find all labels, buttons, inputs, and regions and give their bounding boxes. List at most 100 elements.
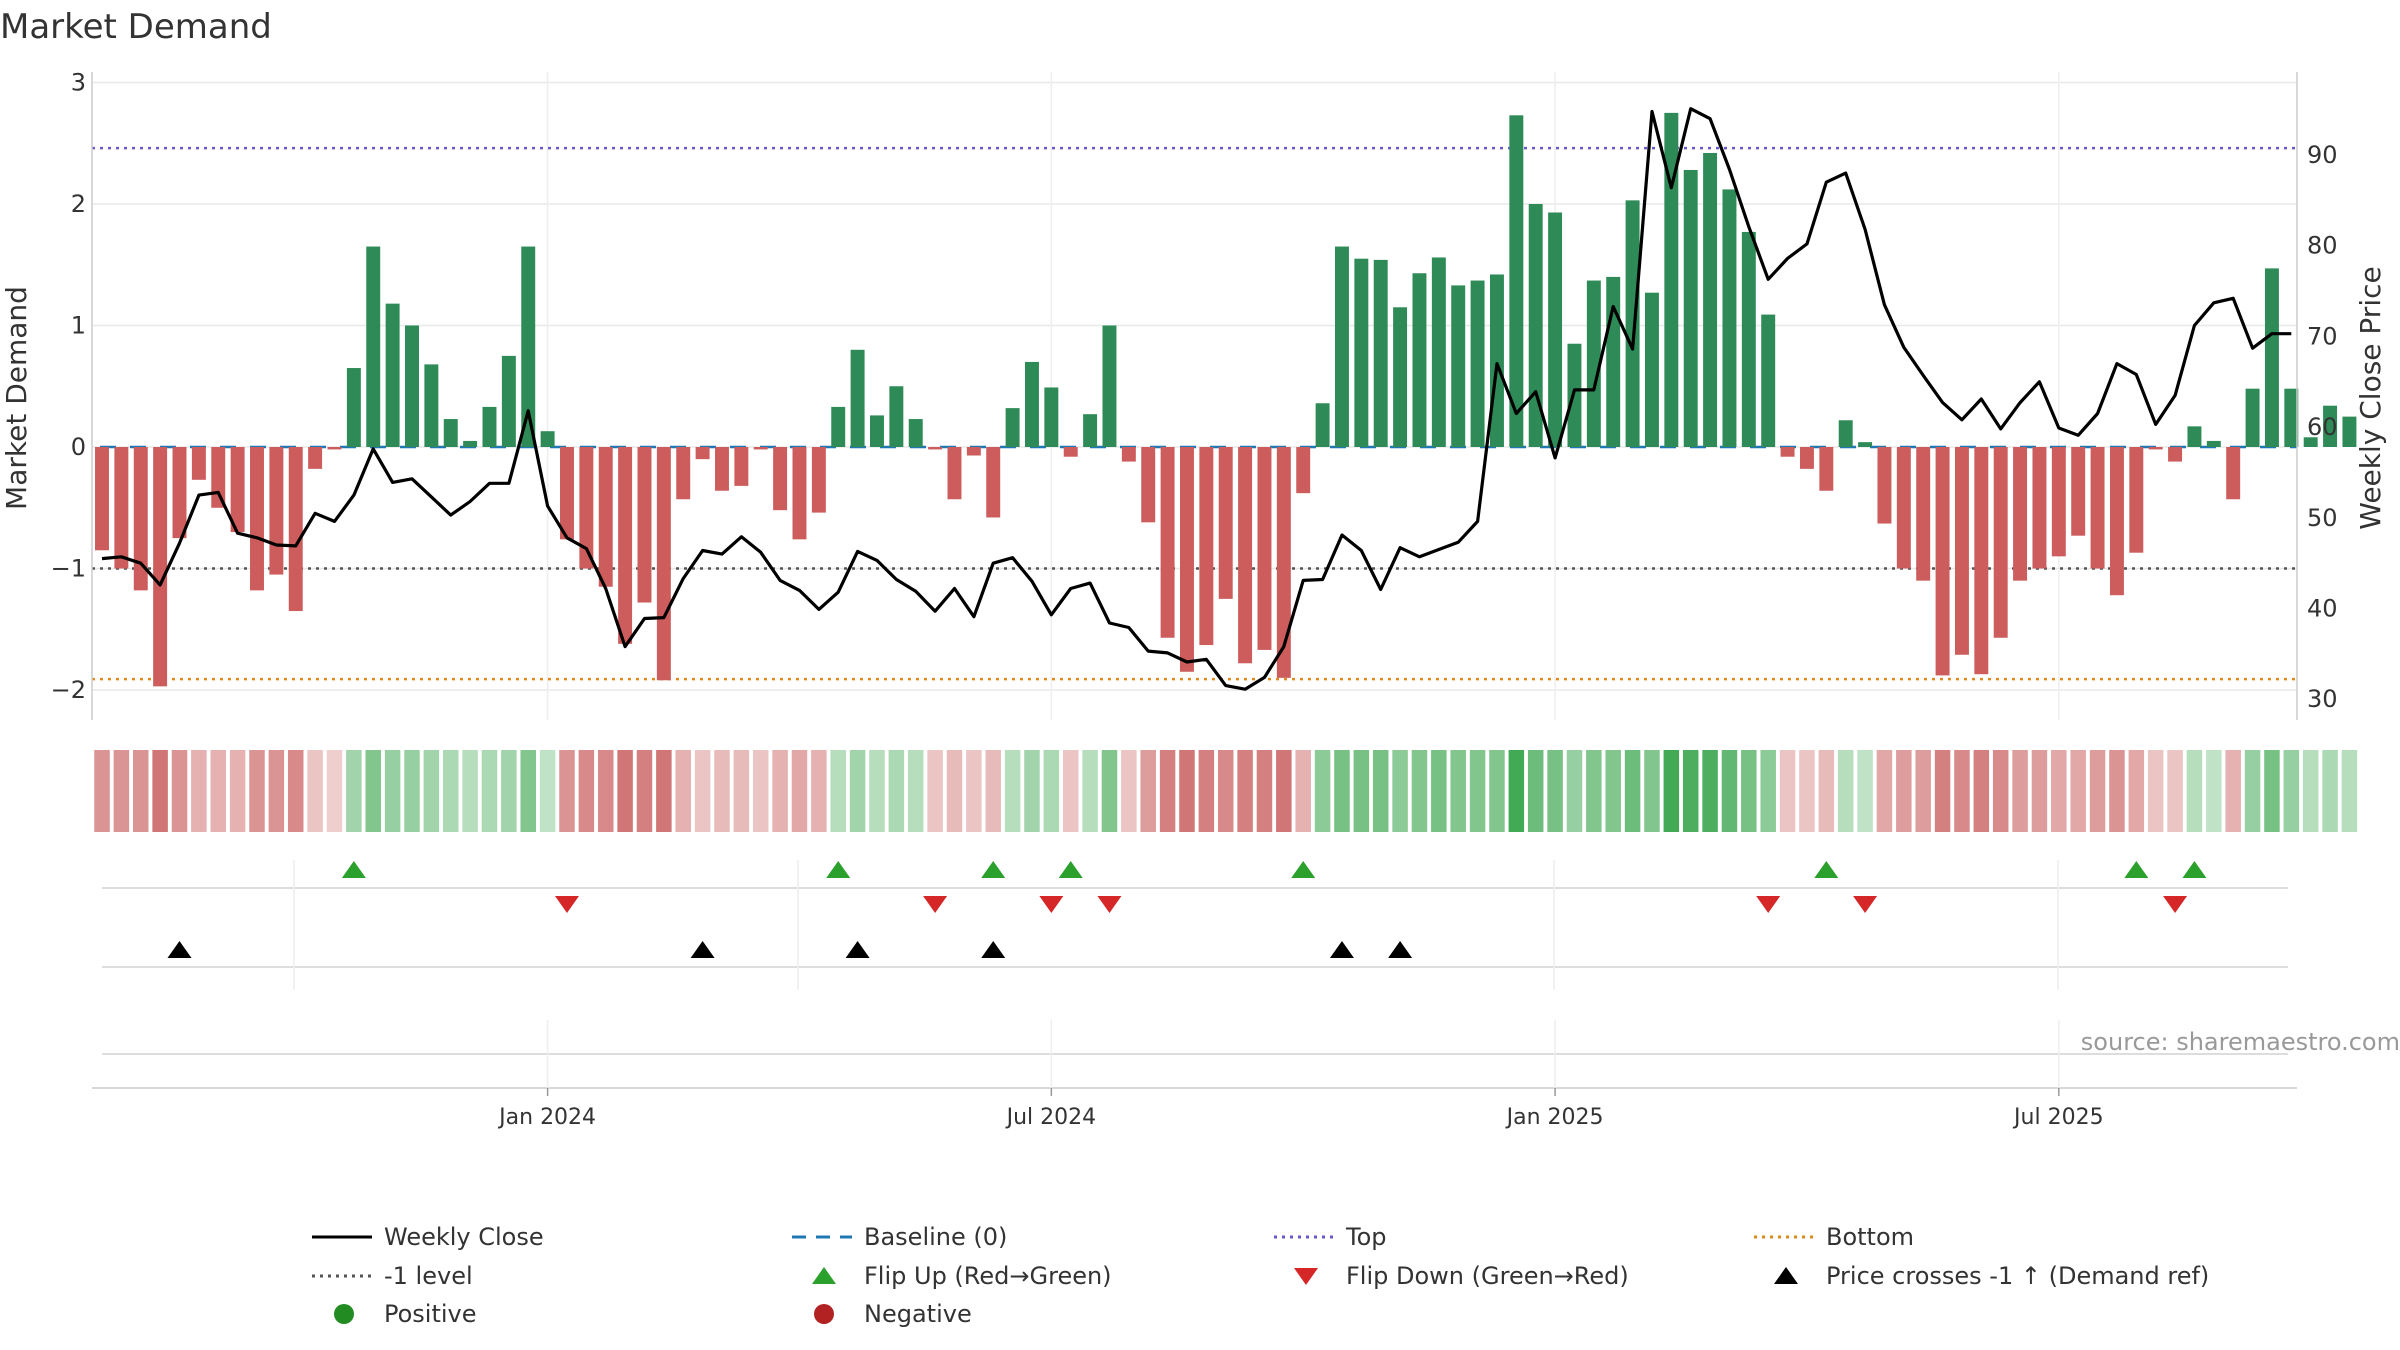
legend: Weekly Close Baseline (0) Top Bottom -1 leve… xyxy=(312,1223,2209,1328)
demand-bar xyxy=(327,447,342,450)
heat-cell xyxy=(2109,750,2125,832)
demand-bar xyxy=(1916,447,1931,581)
y2-tick-label: 60 xyxy=(2307,413,2338,441)
heat-strip xyxy=(94,750,2358,832)
demand-bar xyxy=(2148,447,2163,450)
flip-down-marker xyxy=(1756,896,1781,913)
demand-bar xyxy=(1276,447,1291,678)
heat-cell xyxy=(985,750,1001,832)
demand-bar xyxy=(153,447,168,687)
heat-cell xyxy=(113,750,130,832)
demand-bar xyxy=(2168,447,2183,462)
heat-cell xyxy=(1062,750,1079,832)
heat-cell xyxy=(1586,750,1602,832)
heat-cell xyxy=(1024,750,1040,832)
demand-bar xyxy=(540,431,555,447)
demand-bar xyxy=(1625,200,1640,447)
heat-cell xyxy=(2051,750,2067,832)
heat-cell xyxy=(1605,750,1621,832)
heat-cell xyxy=(1295,750,1311,832)
demand-bar xyxy=(966,447,981,456)
demand-bars xyxy=(95,112,2357,687)
heat-cell xyxy=(694,750,711,832)
heat-cell xyxy=(1566,750,1583,832)
heat-cell xyxy=(462,750,478,832)
weekly-close-line xyxy=(101,107,2292,691)
legend-swatch xyxy=(814,1304,834,1324)
demand-bar xyxy=(1315,403,1330,447)
heat-cell xyxy=(1702,750,1718,832)
legend-item: Negative xyxy=(814,1300,972,1328)
heat-cell xyxy=(442,750,459,832)
flip-down-marker xyxy=(1039,896,1064,913)
heat-cell xyxy=(1431,750,1447,832)
demand-bar xyxy=(1141,447,1156,523)
legend-label: Bottom xyxy=(1826,1223,1914,1251)
heat-cell xyxy=(888,750,905,832)
heat-cell xyxy=(1179,750,1195,832)
heat-cell xyxy=(2225,750,2241,832)
heat-cell xyxy=(2244,750,2261,832)
demand-bar xyxy=(1838,420,1853,447)
heat-cell xyxy=(1450,750,1466,832)
heat-cell xyxy=(772,750,788,832)
demand-bar xyxy=(191,447,206,480)
heat-cell xyxy=(1896,750,1912,832)
flip-up-marker xyxy=(2124,861,2149,878)
y-tick-label: −2 xyxy=(51,676,86,704)
demand-bar xyxy=(1896,447,1911,569)
flip-up-marker xyxy=(341,861,366,878)
demand-bar xyxy=(1780,447,1795,457)
demand-bar xyxy=(1005,408,1020,447)
heat-cell xyxy=(1992,750,2009,832)
heat-cell xyxy=(1857,750,1873,832)
flip-up-marker xyxy=(1291,861,1316,878)
demand-bar xyxy=(715,447,729,491)
heat-cell xyxy=(733,750,750,832)
demand-bar xyxy=(2284,388,2299,447)
demand-bar xyxy=(1761,314,1776,447)
demand-bar xyxy=(1993,447,2008,638)
demand-bar xyxy=(908,419,923,447)
demand-bar xyxy=(1063,447,1078,457)
demand-bar xyxy=(2226,447,2241,500)
demand-bar xyxy=(695,447,710,460)
heat-cell xyxy=(2341,750,2358,832)
heat-cell xyxy=(2031,750,2048,832)
heat-cell xyxy=(830,750,846,832)
heat-cell xyxy=(171,750,188,832)
legend-item: -1 level xyxy=(312,1262,473,1290)
heat-cell xyxy=(1547,750,1563,832)
legend-swatch xyxy=(812,1267,836,1284)
demand-bar xyxy=(1683,169,1698,448)
demand-bar xyxy=(1954,447,1969,655)
demand-bar xyxy=(2032,447,2047,569)
heat-cell xyxy=(1159,750,1176,832)
grid xyxy=(92,72,2297,720)
legend-label: Positive xyxy=(384,1300,477,1328)
demand-bar xyxy=(1431,257,1446,447)
demand-bar xyxy=(1451,285,1466,447)
heat-cell xyxy=(869,750,885,832)
heat-cell xyxy=(1198,750,1215,832)
heat-cell xyxy=(2322,750,2338,832)
heat-cell xyxy=(1663,750,1680,832)
demand-bar xyxy=(1044,387,1059,447)
heat-cell xyxy=(1915,750,1931,832)
demand-bar xyxy=(1703,152,1718,447)
demand-bar xyxy=(1799,447,1814,469)
y-tick-label: 0 xyxy=(71,433,86,461)
demand-bar xyxy=(1935,447,1950,676)
heat-cell xyxy=(2186,750,2203,832)
heat-cell xyxy=(423,750,440,832)
legend-swatch xyxy=(1774,1267,1798,1284)
demand-bar xyxy=(1121,447,1136,462)
demand-bar xyxy=(560,447,574,540)
demand-bar xyxy=(618,447,633,644)
heat-cell xyxy=(481,750,498,832)
demand-bar xyxy=(308,447,323,469)
heat-cell xyxy=(2167,750,2183,832)
heat-cell xyxy=(210,750,226,832)
legend-label: Weekly Close xyxy=(384,1223,544,1251)
